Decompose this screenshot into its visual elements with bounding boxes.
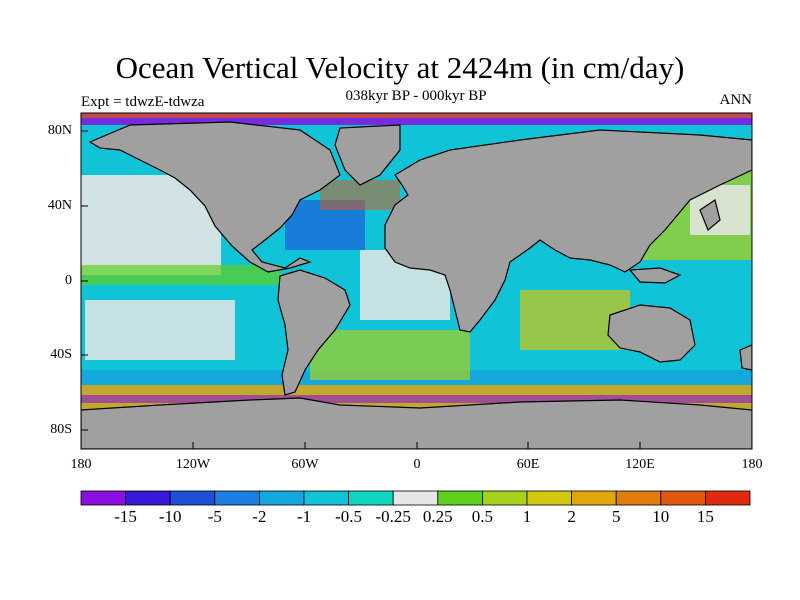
- land-masses: [81, 121, 752, 449]
- colorbar-swatch: [660, 490, 706, 506]
- colorbar-swatch: [80, 490, 126, 506]
- lat-tick-label: 40N: [47, 198, 72, 213]
- new-zealand: [739, 344, 752, 371]
- lon-tick-label: 120W: [175, 457, 211, 472]
- colorbar-swatch: [303, 490, 349, 506]
- australia: [607, 304, 696, 363]
- colorbar-label: 1: [522, 507, 532, 526]
- colorbar-label: 0.25: [422, 507, 453, 526]
- colorbar-swatch: [615, 490, 662, 506]
- lat-tick-label: 40S: [50, 347, 72, 362]
- lon-tick-label: 0: [413, 457, 421, 472]
- chart-subtitle: 038kyr BP - 000kyr BP: [345, 88, 487, 104]
- lat-tick-label: 80N: [47, 123, 72, 138]
- colorbar-label: 10: [652, 507, 670, 526]
- lon-tick-label: 120E: [625, 457, 655, 472]
- japan: [699, 199, 721, 231]
- ocean-field: [81, 113, 752, 449]
- lon-tick-label: 180: [70, 457, 92, 472]
- lon-tick-label: 60W: [291, 457, 319, 472]
- afro-eurasia: [384, 129, 752, 333]
- indonesia: [628, 267, 682, 284]
- season-label: ANN: [719, 92, 753, 108]
- axis-ticks: [80, 130, 753, 449]
- colorbar: [80, 490, 751, 506]
- colorbar-swatch: [571, 490, 617, 506]
- colorbar-swatch: [705, 490, 751, 506]
- colorbar-swatch: [437, 490, 483, 506]
- south-america: [277, 269, 351, 396]
- colorbar-label: -0.25: [375, 507, 411, 526]
- lon-tick-label: 60E: [516, 457, 540, 472]
- north-america: [88, 121, 341, 273]
- colorbar-label: -1: [296, 507, 312, 526]
- experiment-label: Expt = tdwzE-tdwza: [81, 94, 205, 110]
- colorbar-label: -2: [252, 507, 267, 526]
- colorbar-swatch: [392, 490, 439, 506]
- lon-tick-label: 180: [741, 457, 763, 472]
- antarctica: [81, 397, 752, 449]
- greenland: [334, 124, 401, 186]
- lat-tick-label: 0: [65, 273, 72, 288]
- colorbar-swatch: [258, 490, 305, 506]
- colorbar-swatch: [169, 490, 216, 506]
- colorbar-label: 15: [696, 507, 714, 526]
- lat-tick-label: 80S: [50, 422, 72, 437]
- colorbar-label: 0.5: [471, 507, 494, 526]
- colorbar-swatch: [348, 490, 394, 506]
- colorbar-label: -10: [158, 507, 182, 526]
- colorbar-label: -0.5: [335, 507, 363, 526]
- colorbar-label: -5: [207, 507, 222, 526]
- colorbar-swatch: [125, 490, 171, 506]
- colorbar-swatch: [214, 490, 260, 506]
- colorbar-label: 2: [567, 507, 576, 526]
- colorbar-swatch: [526, 490, 572, 506]
- chart-title: Ocean Vertical Velocity at 2424m (in cm/…: [115, 50, 685, 85]
- colorbar-label: -15: [114, 507, 137, 526]
- colorbar-label: 5: [611, 507, 621, 526]
- colorbar-swatch: [481, 490, 528, 506]
